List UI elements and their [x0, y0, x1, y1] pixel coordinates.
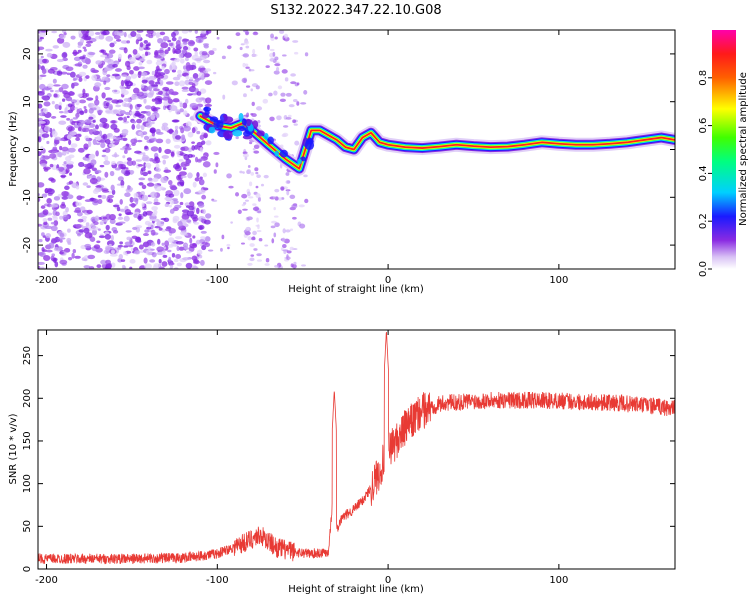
snr-ticks: -200 -100 0 100 0 50 100 150 200 250 — [22, 330, 675, 586]
snr-ytick-label: 250 — [22, 346, 33, 365]
spectrogram-noise — [38, 30, 309, 269]
spectrogram-blob — [241, 118, 247, 126]
colorbar-ticks: 0.0 0.2 0.4 0.6 0.8 — [698, 70, 712, 277]
snr-content — [38, 331, 675, 565]
spectrogram-xtick-label: 0 — [385, 275, 391, 286]
colorbar-tick-label: 0.8 — [698, 70, 709, 86]
spectrogram-ytick-label: -20 — [22, 237, 33, 253]
spectrogram-xtick-label: -200 — [35, 275, 58, 286]
spectrogram-content — [38, 30, 675, 269]
snr-ytick-label: 200 — [22, 389, 33, 408]
spectrogram-blob — [203, 106, 209, 111]
snr-line — [38, 331, 675, 565]
spectrogram-ytick-label: -10 — [22, 189, 33, 205]
spectrogram-blob — [223, 116, 234, 123]
snr-plot-area — [38, 330, 675, 569]
spectrogram-blob — [297, 158, 302, 165]
snr-xlabel: Height of straight line (km) — [288, 584, 424, 595]
snr-xtick-label: 100 — [549, 575, 568, 586]
spectrogram-ytick-label: 0 — [22, 146, 33, 152]
snr-xtick-label: -200 — [35, 575, 58, 586]
snr-ytick-label: 150 — [22, 431, 33, 450]
spectrogram-blob — [208, 126, 216, 134]
colorbar-tick-label: 0.0 — [698, 261, 709, 277]
snr-ytick-label: 50 — [22, 520, 33, 533]
snr-ytick-label: 0 — [22, 566, 33, 572]
colorbar-label: Normalized spectral amplitude — [738, 72, 749, 226]
figure-title: S132.2022.347.22.10.G08 — [270, 3, 441, 18]
spectrogram-ylabel: Frequency (Hz) — [8, 111, 19, 187]
spectrogram-xlabel: Height of straight line (km) — [288, 284, 424, 295]
spectrogram-blob — [238, 113, 244, 121]
spectrogram-blob — [267, 136, 274, 145]
colorbar-tick-label: 0.6 — [698, 118, 709, 134]
snr-panel: -200 -100 0 100 0 50 100 150 200 250 Height of st… — [8, 329, 676, 595]
spectrogram-blob — [307, 137, 313, 143]
spectrogram-blob — [213, 119, 220, 129]
spectrogram-blob — [223, 130, 233, 140]
spectrogram-ytick-label: 20 — [22, 48, 33, 61]
colorbar-tick-label: 0.2 — [698, 213, 709, 229]
snr-xtick-label: 0 — [385, 575, 391, 586]
spectrogram-xtick-label: -100 — [206, 275, 229, 286]
spectrogram-blob — [279, 149, 288, 158]
spectrogram-blob — [232, 129, 243, 137]
spectrogram-blob — [252, 120, 259, 129]
snr-ytick-label: 100 — [22, 474, 33, 493]
colorbar-tick-label: 0.4 — [698, 165, 709, 181]
colorbar: 0.0 0.2 0.4 0.6 0.8 Normalized spectral ampl… — [698, 30, 749, 277]
spectrogram-xtick-label: 100 — [549, 275, 568, 286]
snr-xtick-label: -100 — [206, 575, 229, 586]
spectrogram-blob — [246, 119, 252, 127]
spectrogram-blob — [204, 109, 210, 116]
spectrogram-blob — [274, 150, 280, 157]
spectrogram-blob — [263, 132, 269, 140]
spectrogram-blob — [243, 130, 251, 137]
spectrogram-blob — [237, 125, 246, 132]
colorbar-gradient — [712, 30, 736, 269]
snr-frame — [37, 329, 676, 570]
spectrogram-blob — [256, 130, 265, 137]
spectrogram-ytick-label: 10 — [22, 95, 33, 108]
snr-ylabel: SNR (10 * v/v) — [8, 413, 19, 484]
